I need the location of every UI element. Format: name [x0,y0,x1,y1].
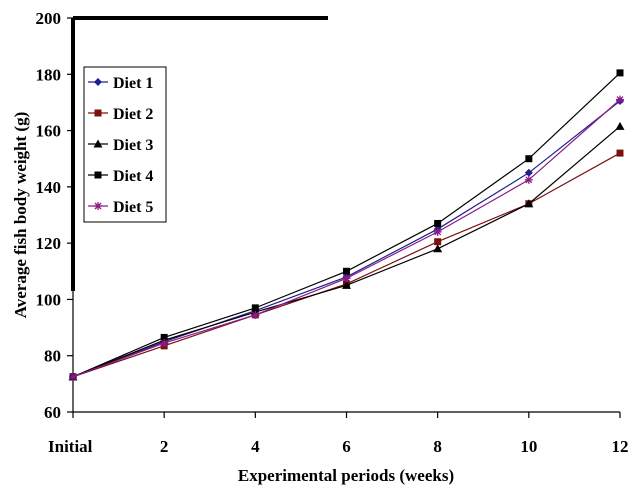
x-tick-label: 2 [160,437,169,456]
y-tick-label: 180 [36,65,62,84]
legend: Diet 1 Diet 2 Diet 3 Diet 4 Diet 5 [83,66,167,223]
legend-marker [94,171,102,179]
x-tick-label: Initial [48,437,93,456]
y-tick-label: 60 [44,403,61,422]
data-point-marker [616,69,624,77]
data-point-marker [343,267,350,275]
y-axis-ticks: 60 80 100 120 140 160 180 200 [36,9,73,422]
data-point-marker [434,219,442,227]
data-point-marker [251,304,259,312]
data-point-marker [524,168,533,177]
legend-label: Diet 3 [113,137,153,154]
series-5 [69,95,624,381]
x-tick-label: 12 [612,437,629,456]
legend-marker [94,109,102,117]
x-axis-ticks: Initial 2 4 6 8 10 12 [48,412,629,456]
y-tick-label: 80 [44,347,61,366]
data-point-marker [69,372,77,381]
data-point-marker [160,339,169,348]
x-tick-label: 8 [433,437,442,456]
y-tick-label: 100 [36,290,62,309]
legend-label: Diet 5 [113,199,153,216]
x-tick-label: 10 [520,437,537,456]
data-point-marker [433,244,443,253]
x-tick-label: 6 [342,437,351,456]
legend-label: Diet 1 [113,75,153,92]
data-point-marker [160,333,168,341]
legend-marker [93,139,103,148]
data-point-marker [616,95,624,104]
data-point-marker [524,175,533,184]
legend-marker [94,78,102,86]
y-tick-label: 200 [36,9,62,28]
legend-item: Diet 1 [88,75,153,92]
y-tick-label: 140 [36,178,62,197]
data-point-marker [434,238,442,246]
data-point-marker [525,155,533,163]
data-point-marker [342,274,351,283]
legend-item: Diet 5 [88,199,153,216]
x-tick-label: 4 [251,437,260,456]
legend-label: Diet 4 [113,168,153,185]
y-tick-label: 160 [36,122,62,141]
legend-item: Diet 2 [88,106,153,123]
legend-marker [94,202,102,210]
y-axis-title: Average fish body weight (g) [11,112,30,319]
data-point-marker [342,280,351,289]
data-point-marker [251,310,260,319]
legend-label: Diet 2 [113,106,153,123]
legend-item: Diet 4 [88,168,153,185]
data-point-marker [524,199,534,208]
data-point-marker [433,227,442,236]
series-layer [68,69,625,381]
x-axis-title: Experimental periods (weeks) [238,466,454,485]
y-tick-label: 120 [36,234,62,253]
data-point-marker [616,149,624,157]
legend-item: Diet 3 [88,137,153,154]
data-point-marker [615,121,625,130]
